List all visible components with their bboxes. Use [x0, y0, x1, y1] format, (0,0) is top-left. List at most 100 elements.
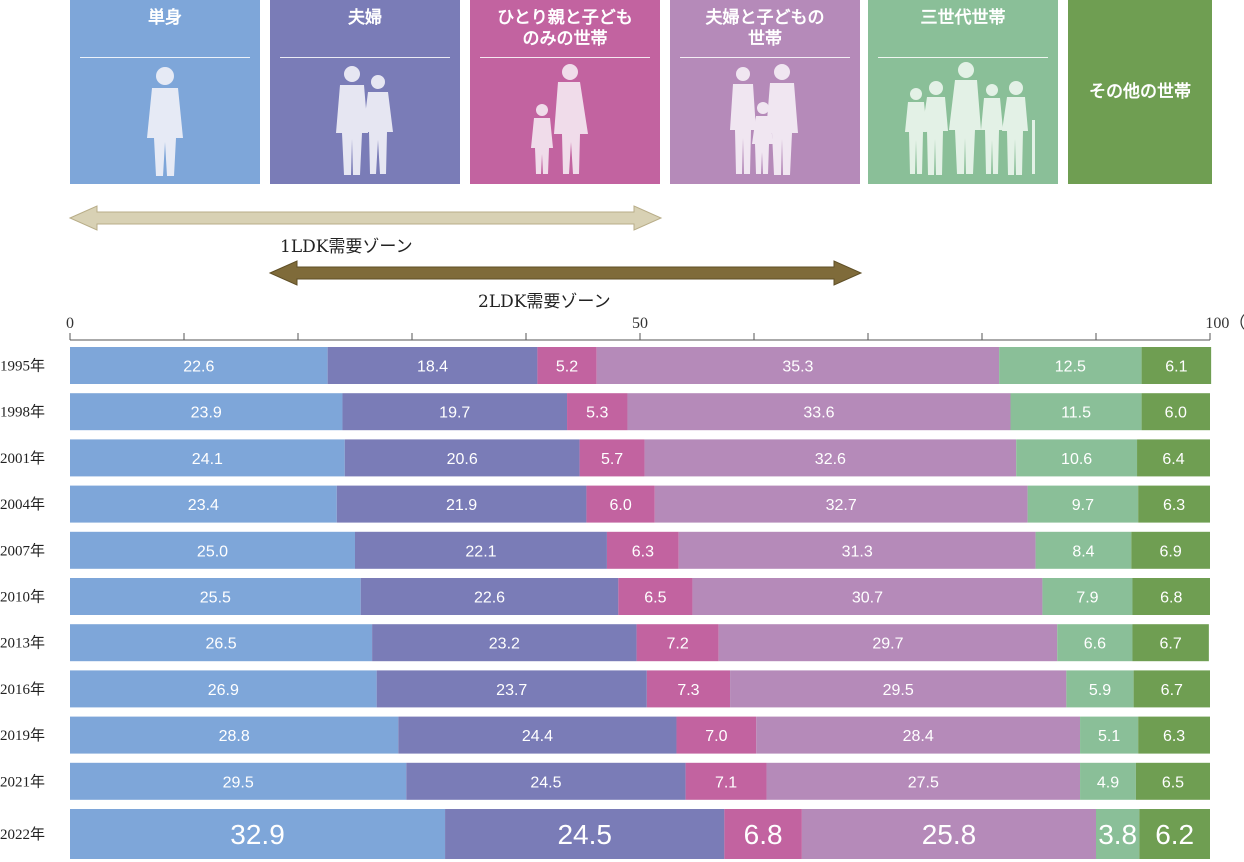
- bar-value-label: 24.4: [522, 728, 553, 745]
- bar-value-label: 27.5: [908, 774, 939, 791]
- bar-segment: [336, 485, 587, 523]
- bar-segment: [327, 347, 538, 384]
- bar-segment: [730, 670, 1067, 708]
- category-label-couple-child: 夫婦と子どもの 世帯: [705, 8, 825, 49]
- x-axis: 0 50 100（%）: [66, 314, 1244, 341]
- bar-value-label: 12.5: [1055, 359, 1086, 376]
- bar-segment: [606, 531, 679, 569]
- year-label: 2010年: [0, 589, 45, 606]
- bar-segment: [70, 809, 446, 859]
- couple-child-icon: [730, 64, 798, 175]
- bar-segment: [644, 439, 1017, 477]
- zone2-label: 2LDK需要ゾーン: [478, 292, 611, 312]
- bar-value-label: 29.5: [223, 774, 254, 791]
- zone1-arrow: [68, 205, 663, 231]
- bar-segment: [1141, 347, 1212, 384]
- bar-value-label: 6.9: [1160, 543, 1182, 560]
- bar-segment: [1027, 485, 1139, 523]
- bar-value-label: 23.4: [188, 497, 219, 514]
- bar-value-label: 21.9: [446, 497, 477, 514]
- three-generation-icon: [905, 62, 1035, 175]
- category-divider: [878, 57, 1048, 58]
- bar-value-label: 7.1: [715, 774, 737, 791]
- x-tick-label: 0: [66, 315, 74, 332]
- bar-segment: [1080, 762, 1136, 800]
- year-label: 2022年: [0, 826, 45, 843]
- bar-value-label: 35.3: [782, 359, 813, 376]
- bar-value-label: 6.3: [1163, 497, 1185, 514]
- category-divider: [480, 57, 650, 58]
- bar-value-label: 6.1: [1165, 359, 1187, 376]
- category-couple: 夫婦: [270, 0, 460, 184]
- bar-segment: [724, 809, 802, 859]
- bar-value-label: 6.2: [1155, 819, 1194, 850]
- bar-segment: [70, 531, 355, 569]
- bar-segment: [70, 624, 373, 662]
- single-parent-child-icon: [531, 64, 588, 174]
- bar-value-label: 5.1: [1098, 728, 1120, 745]
- bar-segment: [1133, 670, 1210, 708]
- bar-value-label: 4.9: [1097, 774, 1119, 791]
- zone2-arrow: [268, 260, 863, 286]
- bar-segment: [376, 670, 647, 708]
- bar-segment: [70, 347, 328, 384]
- category-three-generation: 三世代世帯: [868, 0, 1058, 184]
- bar-segment: [586, 485, 655, 523]
- bar-value-label: 7.9: [1076, 590, 1098, 607]
- bar-value-label: 6.3: [632, 543, 654, 560]
- bar-value-label: 6.6: [1084, 636, 1106, 653]
- bar-value-label: 22.6: [183, 359, 214, 376]
- bar-segment: [646, 670, 731, 708]
- bar-value-label: 23.9: [191, 405, 222, 422]
- bar-segment: [678, 531, 1036, 569]
- bar-segment: [70, 485, 337, 523]
- bar-value-label: 22.6: [474, 590, 505, 607]
- bar-segment: [618, 578, 693, 615]
- bar-value-label: 6.0: [1165, 405, 1187, 422]
- bar-segment: [372, 624, 637, 662]
- bar-segment: [70, 670, 377, 708]
- bar-segment: [1010, 393, 1142, 431]
- bar-value-label: 10.6: [1061, 451, 1092, 468]
- bar-segment: [627, 393, 1011, 431]
- x-tick-label: 100（%）: [1205, 314, 1244, 332]
- bar-segment: [1057, 624, 1133, 662]
- bar-segment: [70, 716, 399, 754]
- bar-segment: [1042, 578, 1133, 615]
- bar-segment: [596, 347, 1000, 384]
- bar-value-label: 3.8: [1098, 819, 1137, 850]
- bar-segment: [692, 578, 1043, 615]
- bar-value-label: 30.7: [852, 590, 883, 607]
- bar-segment: [398, 716, 677, 754]
- bar-value-label: 6.3: [1163, 728, 1185, 745]
- category-divider: [280, 57, 450, 58]
- bar-value-label: 28.8: [219, 728, 250, 745]
- bar-value-label: 6.7: [1160, 636, 1182, 653]
- bar-segment: [999, 347, 1142, 384]
- bar-value-label: 5.9: [1089, 682, 1111, 699]
- year-label: 2016年: [0, 681, 45, 698]
- bar-value-label: 29.7: [872, 636, 903, 653]
- bar-value-label: 25.0: [197, 543, 228, 560]
- bar-value-label: 25.8: [922, 819, 977, 850]
- bar-segment: [654, 485, 1028, 523]
- bar-value-label: 33.6: [803, 405, 834, 422]
- bar-segment: [1137, 439, 1210, 477]
- year-label: 1995年: [0, 358, 45, 375]
- single-person-icon: [147, 67, 183, 176]
- year-label: 2013年: [0, 635, 45, 652]
- bar-value-label: 6.7: [1161, 682, 1183, 699]
- bar-value-label: 32.6: [815, 451, 846, 468]
- category-label-single-parent: ひとり親と子ども のみの世帯: [497, 8, 633, 49]
- bar-value-label: 28.4: [903, 728, 934, 745]
- year-label: 2021年: [0, 773, 45, 790]
- bar-value-label: 18.4: [417, 359, 448, 376]
- bar-value-label: 29.5: [883, 682, 914, 699]
- bar-value-label: 24.1: [192, 451, 223, 468]
- category-single-parent: ひとり親と子ども のみの世帯: [470, 0, 660, 184]
- bar-segment: [567, 393, 628, 431]
- bar-value-label: 11.5: [1061, 405, 1091, 422]
- bar-value-label: 6.5: [644, 590, 666, 607]
- bar-layer: 1995年 22.6 18.4 5.2 35.3 12.5 6.1 1998年 23.9 19.7…: [0, 347, 1212, 859]
- bar-segment: [1131, 531, 1210, 569]
